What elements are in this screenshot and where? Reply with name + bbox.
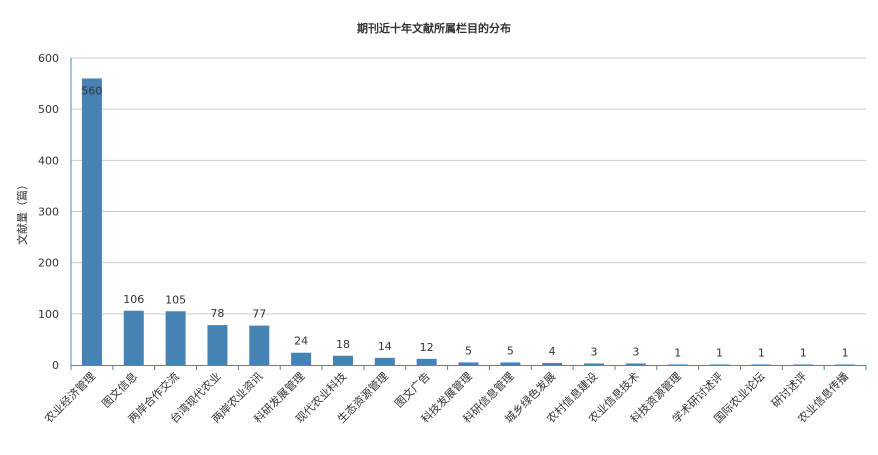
x-tick-labels: 农业经济管理 图文信息两岸合作交流台湾现代农业两岸农业资讯科研发展管理现代农业科技…: [41, 369, 851, 426]
data-label: 1: [842, 346, 849, 359]
data-label: 5: [507, 344, 514, 357]
data-label: 3: [632, 345, 639, 358]
data-label: 12: [420, 341, 434, 354]
y-tick-label: 0: [52, 359, 59, 372]
bar: [374, 357, 395, 365]
axes: [70, 58, 867, 370]
data-label: 1: [716, 346, 723, 359]
chart-title: 期刊近十年文献所属栏目的分布: [357, 21, 511, 35]
bars: [81, 78, 856, 365]
x-tick-label: 研讨述评: [769, 370, 809, 410]
y-tick-label: 400: [38, 154, 59, 167]
y-tick-label: 300: [38, 206, 59, 219]
y-tick-label: 600: [38, 52, 59, 65]
bar: [207, 325, 228, 365]
data-label: 1: [800, 346, 807, 359]
bar: [584, 363, 605, 365]
bar: [416, 358, 437, 365]
y-tick-label: 500: [38, 103, 59, 116]
data-label: 1: [758, 346, 765, 359]
bar: [751, 364, 772, 365]
y-tick-labels: 0 100 200 300 400 500 600: [38, 52, 59, 372]
bar: [291, 352, 312, 365]
y-axis-label: 文献量（篇）: [15, 179, 29, 245]
bar: [500, 362, 521, 365]
x-tick-label: 农业经济管理: [41, 369, 98, 426]
data-label: 14: [378, 340, 392, 353]
y-tick-label: 100: [38, 308, 59, 321]
bar: [249, 325, 270, 365]
data-label: 106: [123, 293, 144, 306]
data-label: 105: [165, 293, 186, 306]
bar: [625, 363, 646, 365]
data-label: 5: [465, 344, 472, 357]
data-label: 78: [210, 307, 224, 320]
data-label: 18: [336, 338, 350, 351]
bar: [81, 78, 102, 365]
gridlines: [71, 57, 866, 315]
data-label: 24: [294, 335, 308, 348]
data-label: 3: [591, 345, 598, 358]
data-label: 4: [549, 345, 556, 358]
data-label: 1: [674, 346, 681, 359]
bar: [835, 364, 856, 365]
bar: [667, 364, 688, 365]
data-label: 560: [81, 84, 102, 97]
bar: [458, 362, 479, 365]
x-tick-label: 图文广告: [392, 369, 433, 410]
data-label: 77: [252, 308, 266, 321]
bar: [793, 364, 814, 365]
bar: [332, 355, 353, 365]
bar: [542, 362, 563, 365]
y-tick-label: 200: [38, 257, 59, 270]
x-tick-label: 图文信息: [99, 369, 140, 410]
data-labels: 560 106 105 78 77 24 18 14 12 5 5 4 3 3 1 1 1 1 1: [81, 84, 848, 359]
bar: [123, 310, 144, 365]
bar: [165, 311, 186, 365]
bar: [709, 364, 730, 365]
